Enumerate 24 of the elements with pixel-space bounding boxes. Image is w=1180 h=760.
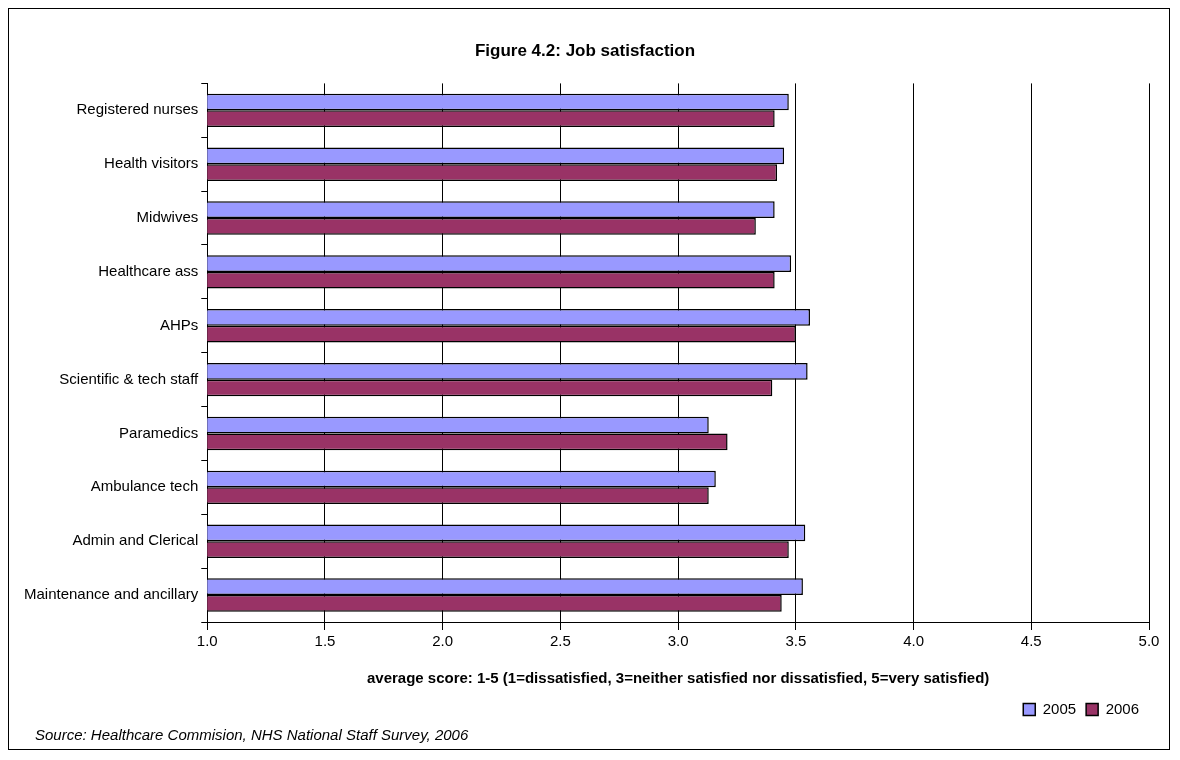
legend-label: 2006	[1105, 699, 1140, 717]
legend-label: 2005	[1042, 699, 1077, 717]
y-tick-label: AHPs	[159, 315, 199, 333]
x-tick-label: 5.0	[1138, 632, 1160, 650]
y-tick-label: Midwives	[136, 208, 199, 226]
y-tick-label: Paramedics	[119, 423, 199, 441]
y-tick-label: Health visitors	[104, 154, 199, 172]
x-tick-label: 1.5	[314, 632, 336, 650]
y-tick-label: Admin and Clerical	[72, 531, 199, 549]
x-axis-title: average score: 1-5 (1=dissatisfied, 3=neither satisfied nor dissatisfied, 5=very satisfied)	[366, 669, 990, 687]
x-tick-label: 4.5	[1020, 632, 1042, 650]
y-tick-label: Scientific & tech staff	[59, 369, 200, 387]
chart-title: Figure 4.2: Job satisfaction	[474, 40, 696, 60]
x-tick-label: 2.0	[432, 632, 454, 650]
y-tick-label: Ambulance tech	[90, 477, 199, 495]
y-tick-label: Healthcare ass	[98, 262, 199, 280]
y-tick-label: Maintenance and ancillary	[23, 585, 199, 603]
x-tick-label: 1.0	[196, 632, 218, 650]
x-tick-label: 2.5	[549, 632, 571, 650]
x-tick-label: 3.0	[667, 632, 689, 650]
y-tick-label: Registered nurses	[76, 100, 199, 118]
x-tick-label: 3.5	[785, 632, 807, 650]
x-tick-label: 4.0	[903, 632, 924, 650]
source-note: Source: Healthcare Commision, NHS National Staff Survey, 2006	[35, 725, 469, 743]
